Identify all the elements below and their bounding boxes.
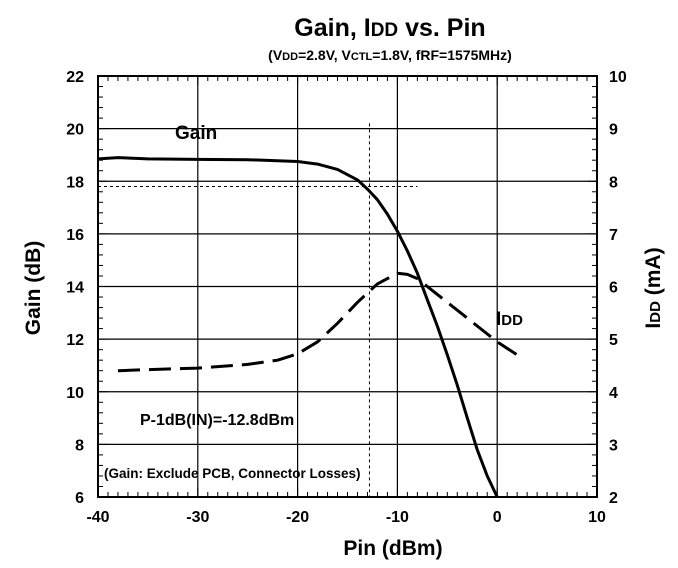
y-tick-label: 8: [75, 437, 84, 454]
y-tick-label: 18: [66, 174, 84, 191]
x-tick-label: -10: [386, 509, 409, 526]
losses-note: (Gain: Exclude PCB, Connector Losses): [104, 466, 361, 481]
y2-tick-label: 3: [609, 437, 618, 454]
y2-tick-label: 10: [609, 69, 627, 86]
y2-tick-label: 9: [609, 122, 618, 139]
chart-subtitle: (VDD=2.8V, VCTL=1.8V, fRF=1575MHz): [268, 47, 512, 63]
x-tick-label: -40: [86, 509, 109, 526]
x-axis-label: Pin (dBm): [343, 537, 442, 560]
y-tick-label: 22: [66, 69, 84, 86]
y-tick-label: 12: [66, 332, 84, 349]
gain-curve: [97, 156, 499, 498]
y2-tick-label: 5: [609, 332, 618, 349]
x-tick-label: 0: [493, 509, 502, 526]
tick-marks: [97, 75, 598, 498]
y2-tick-label: 8: [609, 174, 618, 191]
x-tick-label: -20: [286, 509, 309, 526]
y-tick-label: 20: [66, 122, 84, 139]
y2-axis-label: IDD (mA): [642, 247, 665, 328]
p1db-annotation: P-1dB(IN)=-12.8dBm: [140, 412, 294, 429]
y-tick-label: 14: [66, 280, 84, 297]
gain-series-label: Gain: [175, 123, 217, 144]
y-tick-label: 16: [66, 227, 84, 244]
y-axis-label: Gain (dB): [22, 241, 45, 336]
y2-tick-label: 7: [609, 227, 618, 244]
y2-tick-label: 2: [609, 490, 618, 507]
x-tick-label: -30: [186, 509, 209, 526]
y-tick-label: 10: [66, 385, 84, 402]
chart-title: Gain, IDD vs. Pin: [294, 14, 485, 42]
idd-curve: [117, 271, 519, 373]
x-tick-label: 10: [588, 509, 606, 526]
y2-tick-label: 4: [609, 385, 618, 402]
idd-series-label: IDD: [496, 309, 523, 330]
grid: [97, 75, 598, 498]
series: [97, 156, 519, 498]
reference-lines: [98, 123, 418, 497]
y-tick-label: 6: [75, 490, 84, 507]
y2-tick-label: 6: [609, 280, 618, 297]
